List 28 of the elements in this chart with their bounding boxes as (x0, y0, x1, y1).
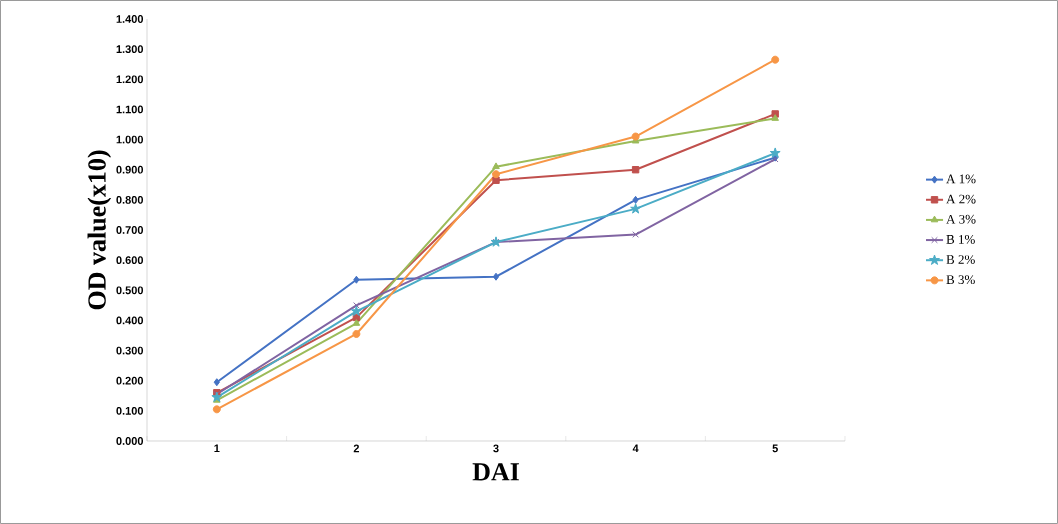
y-tick-label: 0.600 (116, 256, 144, 265)
y-axis-title: OD value(x10) (87, 150, 112, 310)
legend-label: B 2% (946, 255, 975, 264)
y-tick-label: 0.100 (116, 406, 144, 415)
x-tick-label: 2 (353, 444, 360, 453)
y-tick-label: 1.100 (116, 105, 144, 114)
y-tick-label: 0.900 (116, 165, 144, 174)
x-axis-title: DAI (472, 463, 519, 481)
y-tick-label: 1.400 (116, 15, 144, 23)
y-tick-label: 1.200 (116, 75, 144, 84)
x-tick-label: 5 (772, 444, 778, 453)
y-tick-label: 0.700 (116, 226, 144, 234)
y-tick-label: 1.000 (116, 135, 144, 144)
x-tick-label: 4 (632, 444, 639, 453)
x-tick-label: 1 (214, 444, 220, 453)
legend-label: B 1% (946, 234, 975, 244)
y-tick-label: 1.300 (116, 45, 144, 54)
legend-label: A 1% (946, 174, 976, 184)
legend-label: A 3% (946, 214, 976, 224)
y-tick-label: 0.400 (116, 316, 144, 325)
x-tick-label: 3 (493, 444, 499, 453)
y-tick-label: 0.300 (116, 346, 144, 355)
legend-label: B 3% (946, 275, 975, 285)
legend-label: A 2% (946, 194, 976, 204)
y-tick-label: 0.500 (116, 286, 144, 295)
y-tick-label: 0.800 (116, 195, 144, 204)
y-tick-label: 0.200 (116, 376, 144, 385)
y-tick-label: 0.000 (116, 437, 144, 445)
